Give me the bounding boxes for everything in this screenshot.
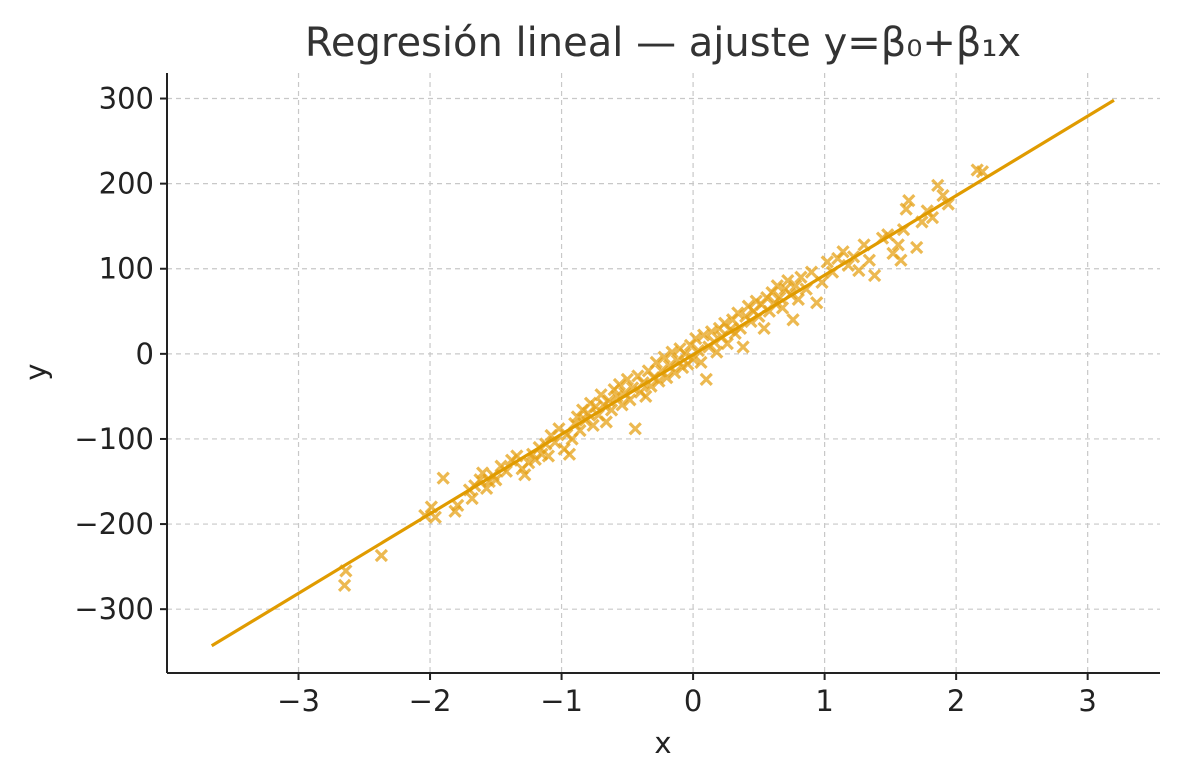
data-point — [696, 328, 711, 342]
x-tick-label: −2 — [409, 684, 452, 718]
x-tick-label: 0 — [684, 684, 702, 718]
x-axis-label: x — [654, 726, 671, 760]
data-point — [852, 263, 866, 278]
data-point — [628, 422, 642, 436]
data-point — [867, 268, 882, 283]
data-point — [931, 178, 945, 192]
data-point — [820, 255, 834, 269]
data-point — [649, 355, 663, 369]
data-point — [791, 292, 805, 307]
data-point — [665, 345, 679, 359]
data-point — [374, 548, 389, 563]
data-point — [975, 165, 990, 179]
y-tick-label: −100 — [74, 422, 154, 456]
y-tick-label: −200 — [74, 507, 154, 541]
data-point — [337, 578, 352, 592]
axes — [160, 73, 1160, 680]
x-tick-label: 2 — [947, 684, 965, 718]
regression-line — [210, 98, 1115, 648]
data-point — [757, 321, 771, 335]
data-point — [770, 279, 784, 293]
data-point — [699, 372, 713, 387]
x-tick-label: −1 — [540, 684, 583, 718]
tick-labels: −3 −2 −1 0 1 2 3 −300 −200 −100 0 100 200 300 — [74, 82, 1097, 718]
data-point — [731, 306, 745, 320]
data-point — [562, 447, 577, 461]
data-point — [620, 372, 634, 387]
data-point — [710, 345, 724, 359]
data-point — [804, 265, 819, 279]
data-point — [436, 471, 450, 485]
data-point — [541, 449, 556, 463]
data-point — [518, 468, 532, 482]
data-point — [902, 194, 916, 208]
y-tick-label: 200 — [99, 167, 154, 201]
data-point — [522, 456, 536, 470]
data-point — [694, 355, 708, 369]
data-point — [625, 381, 640, 395]
data-point — [910, 240, 924, 255]
data-point — [599, 415, 613, 429]
chart-title: Regresión lineal — ajuste y=β₀+β₁x — [305, 20, 1021, 66]
data-point — [639, 389, 653, 404]
data-point — [657, 350, 671, 364]
data-point — [612, 377, 627, 392]
x-tick-label: 1 — [815, 684, 833, 718]
data-point — [836, 245, 850, 259]
data-point — [941, 197, 955, 211]
grid — [167, 73, 1160, 673]
data-point — [586, 418, 600, 432]
y-tick-label: 0 — [136, 337, 154, 371]
y-tick-label: 100 — [99, 252, 154, 286]
y-axis-label: y — [19, 363, 53, 380]
data-point — [936, 188, 950, 203]
data-point — [862, 253, 876, 267]
x-tick-label: 3 — [1078, 684, 1096, 718]
data-point — [899, 202, 913, 216]
data-points — [337, 163, 990, 592]
data-point — [465, 491, 479, 506]
data-point — [810, 296, 824, 310]
data-point — [786, 313, 800, 327]
data-point — [794, 270, 808, 284]
data-point — [894, 253, 908, 267]
data-point — [704, 325, 719, 339]
data-point — [451, 498, 465, 512]
regression-line-layer — [210, 98, 1115, 648]
data-point — [781, 274, 795, 288]
data-point — [720, 337, 734, 351]
data-point — [891, 238, 905, 252]
y-tick-label: −300 — [74, 592, 154, 626]
x-tick-label: −3 — [277, 684, 320, 718]
y-tick-label: 300 — [99, 82, 154, 116]
data-point — [736, 340, 750, 354]
data-point — [689, 331, 703, 346]
data-point — [499, 464, 513, 478]
